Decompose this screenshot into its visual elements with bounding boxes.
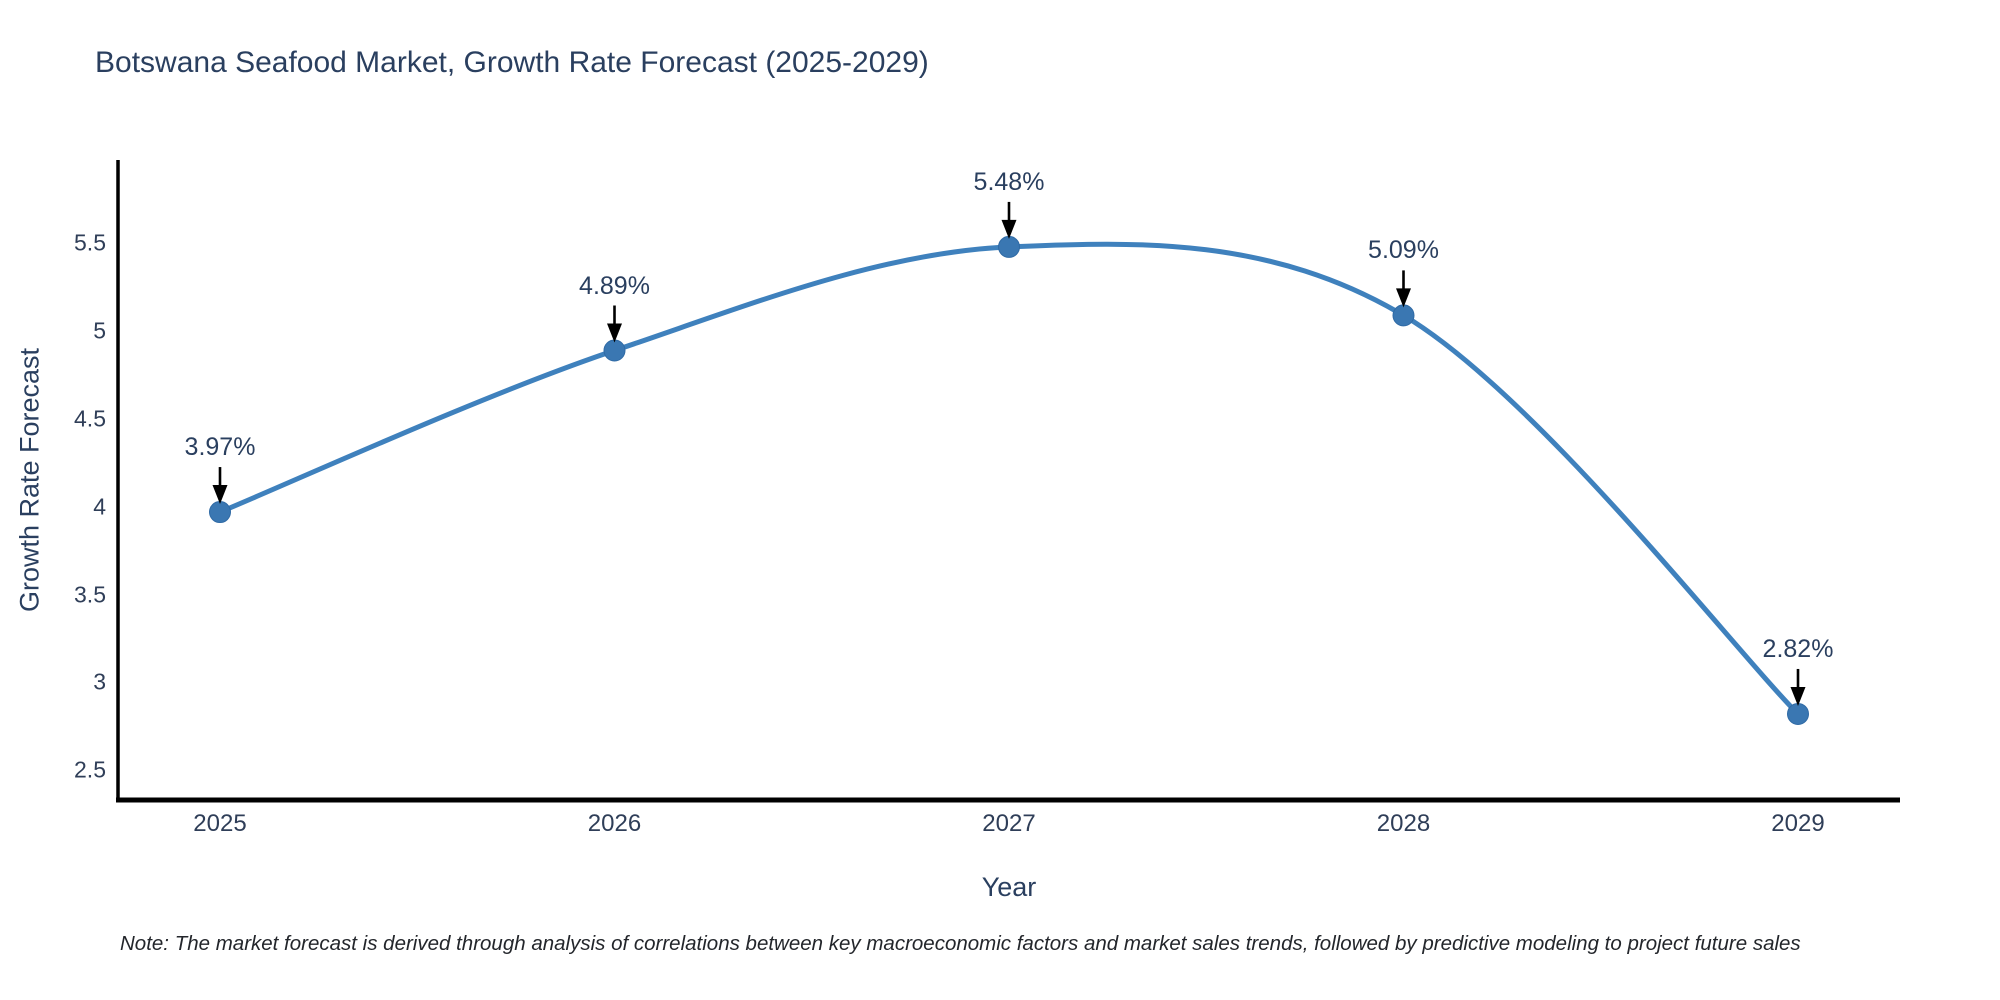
point-label: 3.97% [184,433,256,462]
x-tick-label: 2026 [587,810,642,837]
data-point-marker[interactable] [1787,702,1809,725]
x-tick-label: 2025 [193,810,247,837]
y-tick-label: 4 [93,493,106,520]
y-tick-label: 5 [93,317,106,344]
chart-title: Botswana Seafood Market, Growth Rate For… [95,46,929,79]
point-label: 2.82% [1762,634,1834,663]
annotation-arrowhead [1790,686,1806,706]
annotation-arrowhead [1396,288,1411,308]
data-point-marker[interactable] [998,235,1020,258]
footnote: Note: The market forecast is derived thr… [120,932,1801,955]
x-tick-label: 2029 [1771,810,1825,837]
x-tick-label: 2027 [982,810,1036,837]
x-tick-label: 2028 [1376,810,1431,837]
data-point-marker[interactable] [603,339,626,362]
data-point-marker[interactable] [1392,304,1415,327]
point-label: 5.09% [1368,236,1439,265]
annotation-arrowhead [607,323,622,343]
y-tick-label: 2.5 [74,756,106,783]
y-tick-label: 3.5 [74,581,106,608]
y-tick-label: 3 [93,668,106,695]
point-label: 4.89% [579,271,650,300]
forecast-line [217,241,1801,717]
point-label: 5.48% [973,167,1045,196]
y-tick-label: 4.5 [74,405,106,432]
annotation-arrowhead [1001,219,1017,239]
data-point-marker[interactable] [209,501,231,524]
annotation-arrowhead [212,485,228,505]
y-tick-label: 5.5 [74,229,106,256]
x-axis-title: Year [981,872,1037,902]
